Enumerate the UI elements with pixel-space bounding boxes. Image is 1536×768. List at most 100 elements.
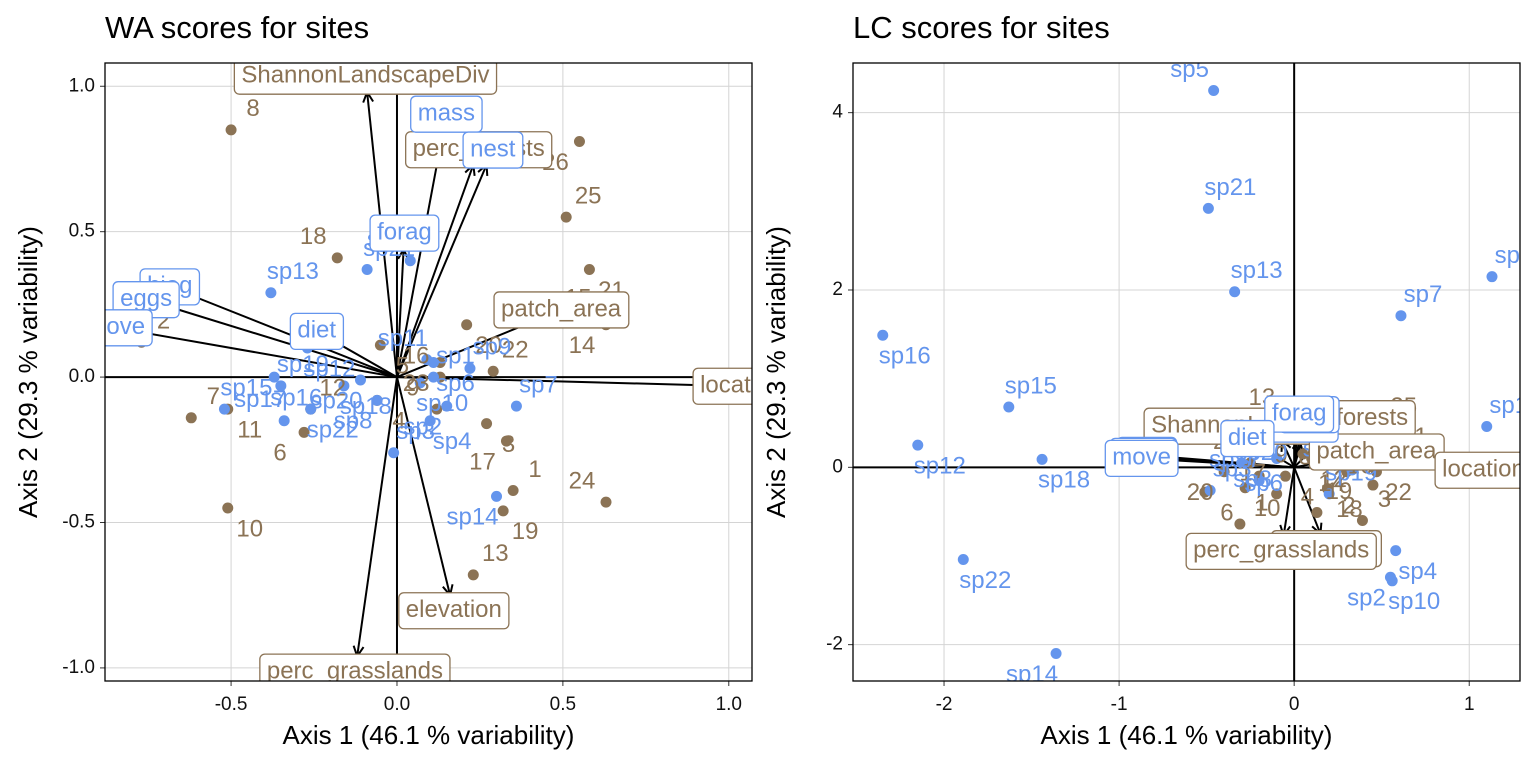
- species-point: [491, 490, 503, 502]
- species-label: sp21: [1204, 174, 1256, 201]
- site-point: [1239, 482, 1251, 494]
- arrow: [1282, 441, 1296, 468]
- species-label: sp2: [1347, 585, 1386, 612]
- label-text: mass: [418, 100, 475, 127]
- chart-title: LC scores for sites: [853, 10, 1110, 45]
- label-box: [1220, 419, 1275, 458]
- plot-border: [104, 62, 753, 682]
- site-label: 20: [475, 332, 502, 359]
- site-point: [600, 496, 612, 508]
- arrow: [1284, 467, 1296, 535]
- species-label: sp6: [1244, 470, 1283, 497]
- site-label: 22: [502, 337, 529, 364]
- label-box: [1185, 532, 1377, 571]
- label-box: [462, 131, 524, 169]
- environment-label: patch_area: [493, 291, 630, 329]
- label-text: perc_grasslands: [267, 657, 443, 684]
- species-point: [414, 377, 426, 389]
- label-box: [105, 309, 153, 347]
- species-point: [1271, 452, 1283, 464]
- species-label: sp14: [1006, 661, 1058, 688]
- y-tick-label: -2: [826, 634, 843, 655]
- site-label: 10: [236, 515, 263, 542]
- x-tick-label: 1.0: [716, 694, 742, 715]
- trait-label: move: [1104, 439, 1179, 478]
- x-axis-label: Axis 1 (46.1 % variability): [283, 720, 575, 750]
- site-point: [487, 365, 499, 377]
- site-label: 8: [246, 95, 259, 122]
- site-label: 3: [1378, 486, 1391, 513]
- site-label: 17: [1239, 459, 1266, 486]
- site-label: 19: [512, 518, 539, 545]
- label-box: [289, 312, 345, 351]
- species-point: [1323, 488, 1335, 500]
- species-label: sp16: [270, 384, 322, 411]
- species-label: sp1: [1489, 392, 1528, 419]
- site-label: 18: [300, 223, 327, 250]
- site-label: 8: [1298, 444, 1311, 471]
- species-label: sp18: [1038, 467, 1090, 494]
- species-label: sp4: [433, 428, 472, 455]
- site-point: [1244, 457, 1256, 469]
- site-point: [560, 211, 572, 223]
- site-label: 6: [1220, 499, 1233, 526]
- trait-label: diet: [1220, 419, 1275, 458]
- label-text: move: [1112, 444, 1171, 471]
- panel: WA scores for sites -0.5 0.0 0.5 1.0 -1.0 -0.5…: [13, 10, 783, 750]
- species-point: [278, 415, 290, 427]
- site-label: 5: [396, 352, 409, 379]
- site-label: 23: [403, 370, 430, 397]
- species-point: [1208, 84, 1220, 96]
- site-point: [1234, 518, 1246, 530]
- environment-label: perc_grasslands: [259, 653, 451, 684]
- site-point: [507, 485, 519, 497]
- trait-label: move: [86, 309, 153, 347]
- label-text: eggs: [120, 285, 172, 312]
- arrow: [1158, 459, 1295, 469]
- plot-background: [853, 63, 1520, 681]
- species-point: [1050, 648, 1062, 660]
- site-label: 17: [469, 448, 496, 475]
- species-point: [1003, 401, 1015, 413]
- trait-label: eggs: [112, 281, 180, 319]
- label-box: [1434, 451, 1520, 489]
- species-point: [404, 255, 416, 267]
- trait-label: forag: [369, 214, 440, 252]
- arrow: [1293, 466, 1320, 533]
- site-label: 25: [575, 182, 602, 209]
- species-label: sp15: [1005, 372, 1057, 399]
- label-text: forag: [377, 218, 432, 245]
- x-tick-label: -1: [1111, 694, 1128, 715]
- site-label: 12: [319, 374, 346, 401]
- site-label: 19: [1326, 478, 1353, 505]
- species-point: [275, 380, 287, 392]
- label-text: patch_area: [501, 295, 622, 322]
- label-text: diet: [297, 317, 336, 344]
- plot-border: [852, 62, 1521, 682]
- species-label: sp2: [403, 414, 442, 441]
- species-label: sp12: [914, 452, 966, 479]
- site-point: [1367, 479, 1379, 491]
- species-label: sp16: [879, 343, 931, 370]
- arrow: [396, 165, 473, 378]
- x-tick-label: -2: [936, 694, 953, 715]
- site-label: 1: [1255, 489, 1268, 516]
- site-label: 1: [528, 456, 541, 483]
- site-label: 2: [1342, 492, 1355, 519]
- label-text: move: [86, 313, 145, 340]
- label-text: elevation: [406, 596, 502, 623]
- label-text: location: [700, 372, 783, 399]
- species-point: [957, 554, 969, 566]
- label-box: [1104, 439, 1179, 478]
- environment-label: elevation: [398, 592, 510, 630]
- arrow: [132, 331, 398, 379]
- species-point: [510, 400, 522, 412]
- site-point: [467, 569, 479, 581]
- label-box: [1264, 395, 1335, 433]
- x-tick-label: 1: [1464, 694, 1475, 715]
- x-tick-label: 0.0: [384, 694, 410, 715]
- y-tick-label: 1.0: [69, 75, 95, 96]
- site-label: 7: [207, 383, 220, 410]
- site-label: 22: [1385, 479, 1412, 506]
